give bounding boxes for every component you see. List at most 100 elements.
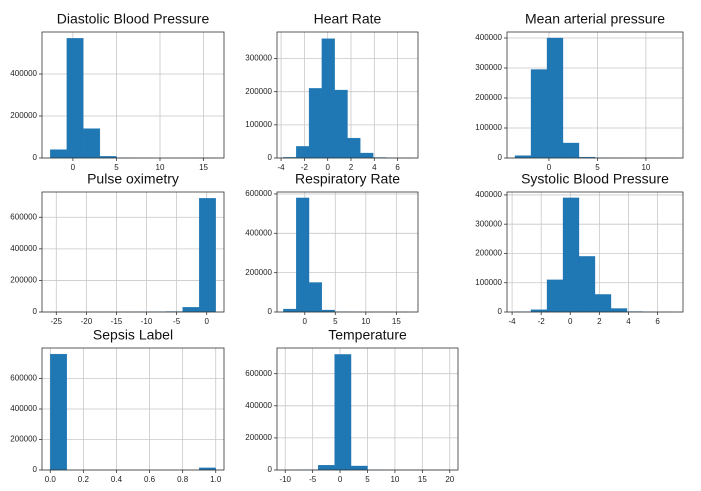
chart-title: Sepsis Label [93, 327, 173, 343]
x-tick-label: 10 [156, 163, 165, 172]
x-tick-label: 6 [655, 317, 660, 326]
y-tick-label: 200000 [10, 111, 37, 120]
plot-frame [276, 347, 459, 471]
plot-frame [41, 31, 225, 159]
x-tick-label: 0 [303, 317, 308, 326]
bar [578, 256, 596, 313]
bar [594, 294, 612, 313]
bar [50, 353, 67, 471]
y-tick-label: 600000 [10, 212, 37, 221]
bar [546, 37, 564, 159]
y-tick-label: 0 [268, 307, 273, 316]
x-tick-label: 15 [392, 317, 401, 326]
y-tick-label: 0 [268, 465, 273, 474]
chart-title: Systolic Blood Pressure [521, 171, 669, 187]
chart-title: Respiratory Rate [295, 171, 400, 187]
x-tick-label: 10 [641, 163, 650, 172]
x-tick-label: 0.0 [45, 475, 57, 484]
chart-title: Mean arterial pressure [525, 11, 665, 27]
x-tick-label: -25 [51, 317, 63, 326]
y-tick-label: 100000 [475, 278, 502, 287]
bar [83, 128, 101, 159]
plot-frame [276, 31, 419, 159]
y-tick-label: 400000 [10, 69, 37, 78]
x-tick-label: 0 [547, 163, 552, 172]
x-tick-label: 15 [418, 475, 427, 484]
x-tick-label: 0.6 [144, 475, 156, 484]
x-tick-label: 0 [325, 163, 330, 172]
bar [360, 152, 374, 159]
plot-frame [41, 347, 225, 471]
x-tick-label: 4 [626, 317, 631, 326]
y-tick-label: 200000 [475, 249, 502, 258]
x-tick-label: 5 [365, 475, 370, 484]
y-tick-label: 300000 [475, 63, 502, 72]
chart-title: Heart Rate [314, 11, 382, 27]
bar [66, 38, 84, 159]
y-tick-label: 400000 [475, 33, 502, 42]
bar [546, 279, 564, 313]
y-tick-label: 0 [33, 153, 38, 162]
x-tick-label: -20 [81, 317, 93, 326]
x-tick-label: -4 [509, 317, 517, 326]
bar [321, 38, 335, 159]
bar [296, 197, 310, 313]
bar [562, 142, 580, 159]
y-tick-label: 200000 [10, 435, 37, 444]
chart-title: Diastolic Blood Pressure [57, 11, 210, 27]
x-tick-label: 6 [395, 163, 400, 172]
bar [296, 146, 310, 159]
x-tick-label: -15 [111, 317, 123, 326]
y-tick-label: 600000 [245, 369, 272, 378]
bar [308, 88, 323, 159]
x-tick-label: 5 [333, 317, 338, 326]
x-tick-label: -5 [173, 317, 181, 326]
y-tick-label: 200000 [245, 433, 272, 442]
y-tick-label: 200000 [245, 87, 272, 96]
chart-title: Temperature [328, 327, 407, 343]
bar [334, 89, 348, 159]
chart-title: Pulse oximetry [87, 171, 179, 187]
bar [334, 354, 352, 471]
bar [182, 307, 200, 313]
x-tick-label: 0 [338, 475, 343, 484]
x-tick-label: 1.0 [210, 475, 222, 484]
plot-frame [506, 191, 684, 313]
y-tick-label: 300000 [475, 219, 502, 228]
bar [308, 282, 323, 313]
x-tick-label: 0 [204, 317, 209, 326]
x-tick-label: 0 [71, 163, 76, 172]
x-tick-label: -4 [278, 163, 286, 172]
y-tick-label: 200000 [245, 268, 272, 277]
bar [350, 465, 368, 471]
plot-frame [276, 191, 419, 313]
y-tick-label: 400000 [10, 244, 37, 253]
bar [347, 137, 361, 159]
y-tick-label: 0 [268, 153, 273, 162]
y-tick-label: 400000 [475, 190, 502, 199]
y-tick-label: 100000 [475, 123, 502, 132]
x-tick-label: -10 [141, 317, 153, 326]
y-tick-label: 400000 [245, 228, 272, 237]
y-tick-label: 600000 [245, 189, 272, 198]
y-tick-label: 400000 [245, 401, 272, 410]
x-tick-label: 0 [568, 317, 573, 326]
y-tick-label: 0 [498, 153, 503, 162]
y-tick-label: 0 [33, 307, 38, 316]
y-tick-label: 0 [498, 307, 503, 316]
bar [199, 198, 216, 313]
x-tick-label: 0.2 [78, 475, 90, 484]
x-tick-label: 0.8 [177, 475, 189, 484]
y-tick-label: 100000 [245, 120, 272, 129]
y-tick-label: 300000 [245, 54, 272, 63]
x-tick-label: 20 [445, 475, 454, 484]
x-tick-label: 2 [349, 163, 354, 172]
x-tick-label: 5 [595, 163, 600, 172]
bar [562, 197, 580, 313]
x-tick-label: -2 [301, 163, 309, 172]
y-tick-label: 0 [33, 465, 38, 474]
x-tick-label: 4 [372, 163, 377, 172]
y-tick-label: 400000 [10, 404, 37, 413]
y-tick-label: 200000 [10, 276, 37, 285]
x-tick-label: 5 [114, 163, 119, 172]
